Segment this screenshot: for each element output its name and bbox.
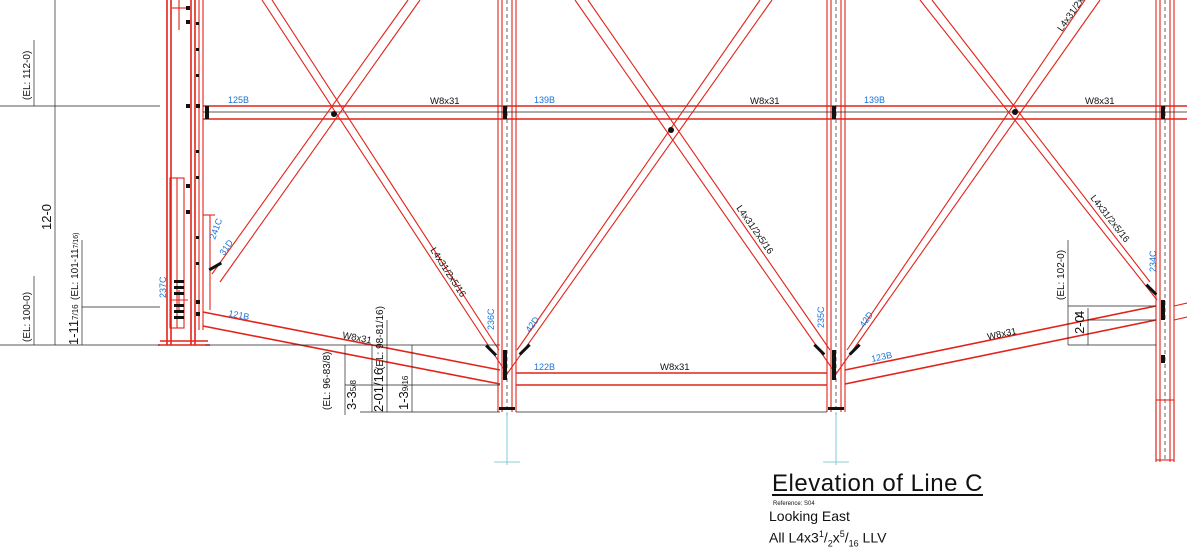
piece-mark-236C: 236C xyxy=(486,308,496,330)
elevation-100: (EL: 100-0) xyxy=(22,292,33,342)
angle-note-mid: x xyxy=(832,529,840,546)
piece-mark-123B: 123B xyxy=(870,350,893,364)
piece-mark-139B-a: 139B xyxy=(534,95,555,105)
beam-top-1-label: W8x31 xyxy=(430,96,460,107)
braces xyxy=(211,0,1158,375)
piece-mark-125B: 125B xyxy=(228,95,249,105)
piece-mark-122B: 122B xyxy=(534,362,555,372)
brace-2-label: L4x31/2x5/16 xyxy=(734,203,776,256)
piece-mark-139B-b: 139B xyxy=(864,95,885,105)
brace-top-right-label: L4x31/2x5/16 xyxy=(1055,0,1097,34)
brace-1-label: L4x31/2x5/16 xyxy=(427,246,467,300)
angle-note-frac2-den: 16 xyxy=(848,538,859,549)
piece-mark-235C: 235C xyxy=(816,306,826,328)
piece-mark-234C: 234C xyxy=(1148,250,1158,272)
elevation-101-text: (EL: 101-11 xyxy=(70,248,81,300)
dim-1-3: 1-39/16 xyxy=(396,375,411,410)
angle-note-frac1-num: 1 xyxy=(818,529,824,539)
angle-note-prefix: All L4x3 xyxy=(769,529,819,546)
dim-3-3: 3-35/8 xyxy=(344,380,359,410)
svg-text:(EL: 101-117/16): (EL: 101-117/16) xyxy=(70,233,81,300)
angle-note-frac2-num: 5 xyxy=(839,529,845,539)
dim-1-11: 1-117/16 xyxy=(66,304,81,345)
angle-note: All L4x31/2x5/16 LLV xyxy=(769,529,887,549)
piece-mark-31D: 31D xyxy=(217,237,235,257)
beam-top-3-label: W8x31 xyxy=(1085,96,1115,107)
gusset-bolts xyxy=(205,106,1165,410)
svg-text:1-117/16: 1-117/16 xyxy=(66,304,81,345)
title-block: Elevation of Line C Reference: S04 Looki… xyxy=(769,470,1169,552)
dim-2-01: 2-01/16 xyxy=(371,368,386,412)
angle-note-suffix: LLV xyxy=(858,529,887,546)
dim-3-3-text: 3-3 xyxy=(344,391,359,410)
beam-bot-right-label: W8x31 xyxy=(986,326,1017,343)
piece-mark-121B: 121B xyxy=(228,308,251,322)
elevation-96: (EL: 96-83/8) xyxy=(322,352,333,410)
top-beams xyxy=(203,105,1187,120)
elevation-102: (EL: 102-0) xyxy=(1056,250,1067,300)
dim-2-0: 2-0 xyxy=(1072,315,1087,334)
column-2 xyxy=(494,0,520,465)
dim-1-11-frac: 7/16 xyxy=(71,304,80,320)
column-3 xyxy=(823,0,849,465)
elevation-112: (EL: 112-0) xyxy=(22,51,33,100)
piece-mark-42D-a: 42D xyxy=(523,314,541,334)
dim-1-11-text: 1-11 xyxy=(66,320,81,345)
elevation-101-frac: 7/16) xyxy=(73,233,80,249)
bottom-beams xyxy=(202,302,1187,413)
column-4 xyxy=(1155,0,1175,462)
beam-top-2-label: W8x31 xyxy=(750,96,780,107)
beam-bot-left-label: W8x31 xyxy=(341,330,372,346)
height-12-0: 12-0 xyxy=(39,204,54,230)
angle-note-frac1-den: 2 xyxy=(827,538,833,549)
view-note: Looking East xyxy=(769,508,850,524)
svg-text:3-35/8: 3-35/8 xyxy=(344,380,359,410)
elevation-98: (EL: 98-81/16) xyxy=(375,306,386,370)
dim-1-3-frac: 9/16 xyxy=(401,375,410,391)
piece-mark-237C: 237C xyxy=(158,276,168,298)
brace-3-label: L4x31/2x5/16 xyxy=(1088,193,1132,245)
elevation-101: (EL: 101-117/16) xyxy=(70,233,81,300)
dim-1-3-text: 1-3 xyxy=(396,391,411,410)
dim-3-3-frac: 5/8 xyxy=(349,380,358,392)
drawing-title: Elevation of Line C xyxy=(772,470,983,497)
dim-4: 4 xyxy=(1072,311,1087,318)
dimension-lines xyxy=(0,0,1156,415)
left-column xyxy=(158,0,215,346)
svg-text:1-39/16: 1-39/16 xyxy=(396,375,411,410)
left-column-bolts xyxy=(174,6,200,319)
drawing-reference: Reference: S04 xyxy=(773,501,815,507)
beam-bot-mid-label: W8x31 xyxy=(660,362,690,373)
